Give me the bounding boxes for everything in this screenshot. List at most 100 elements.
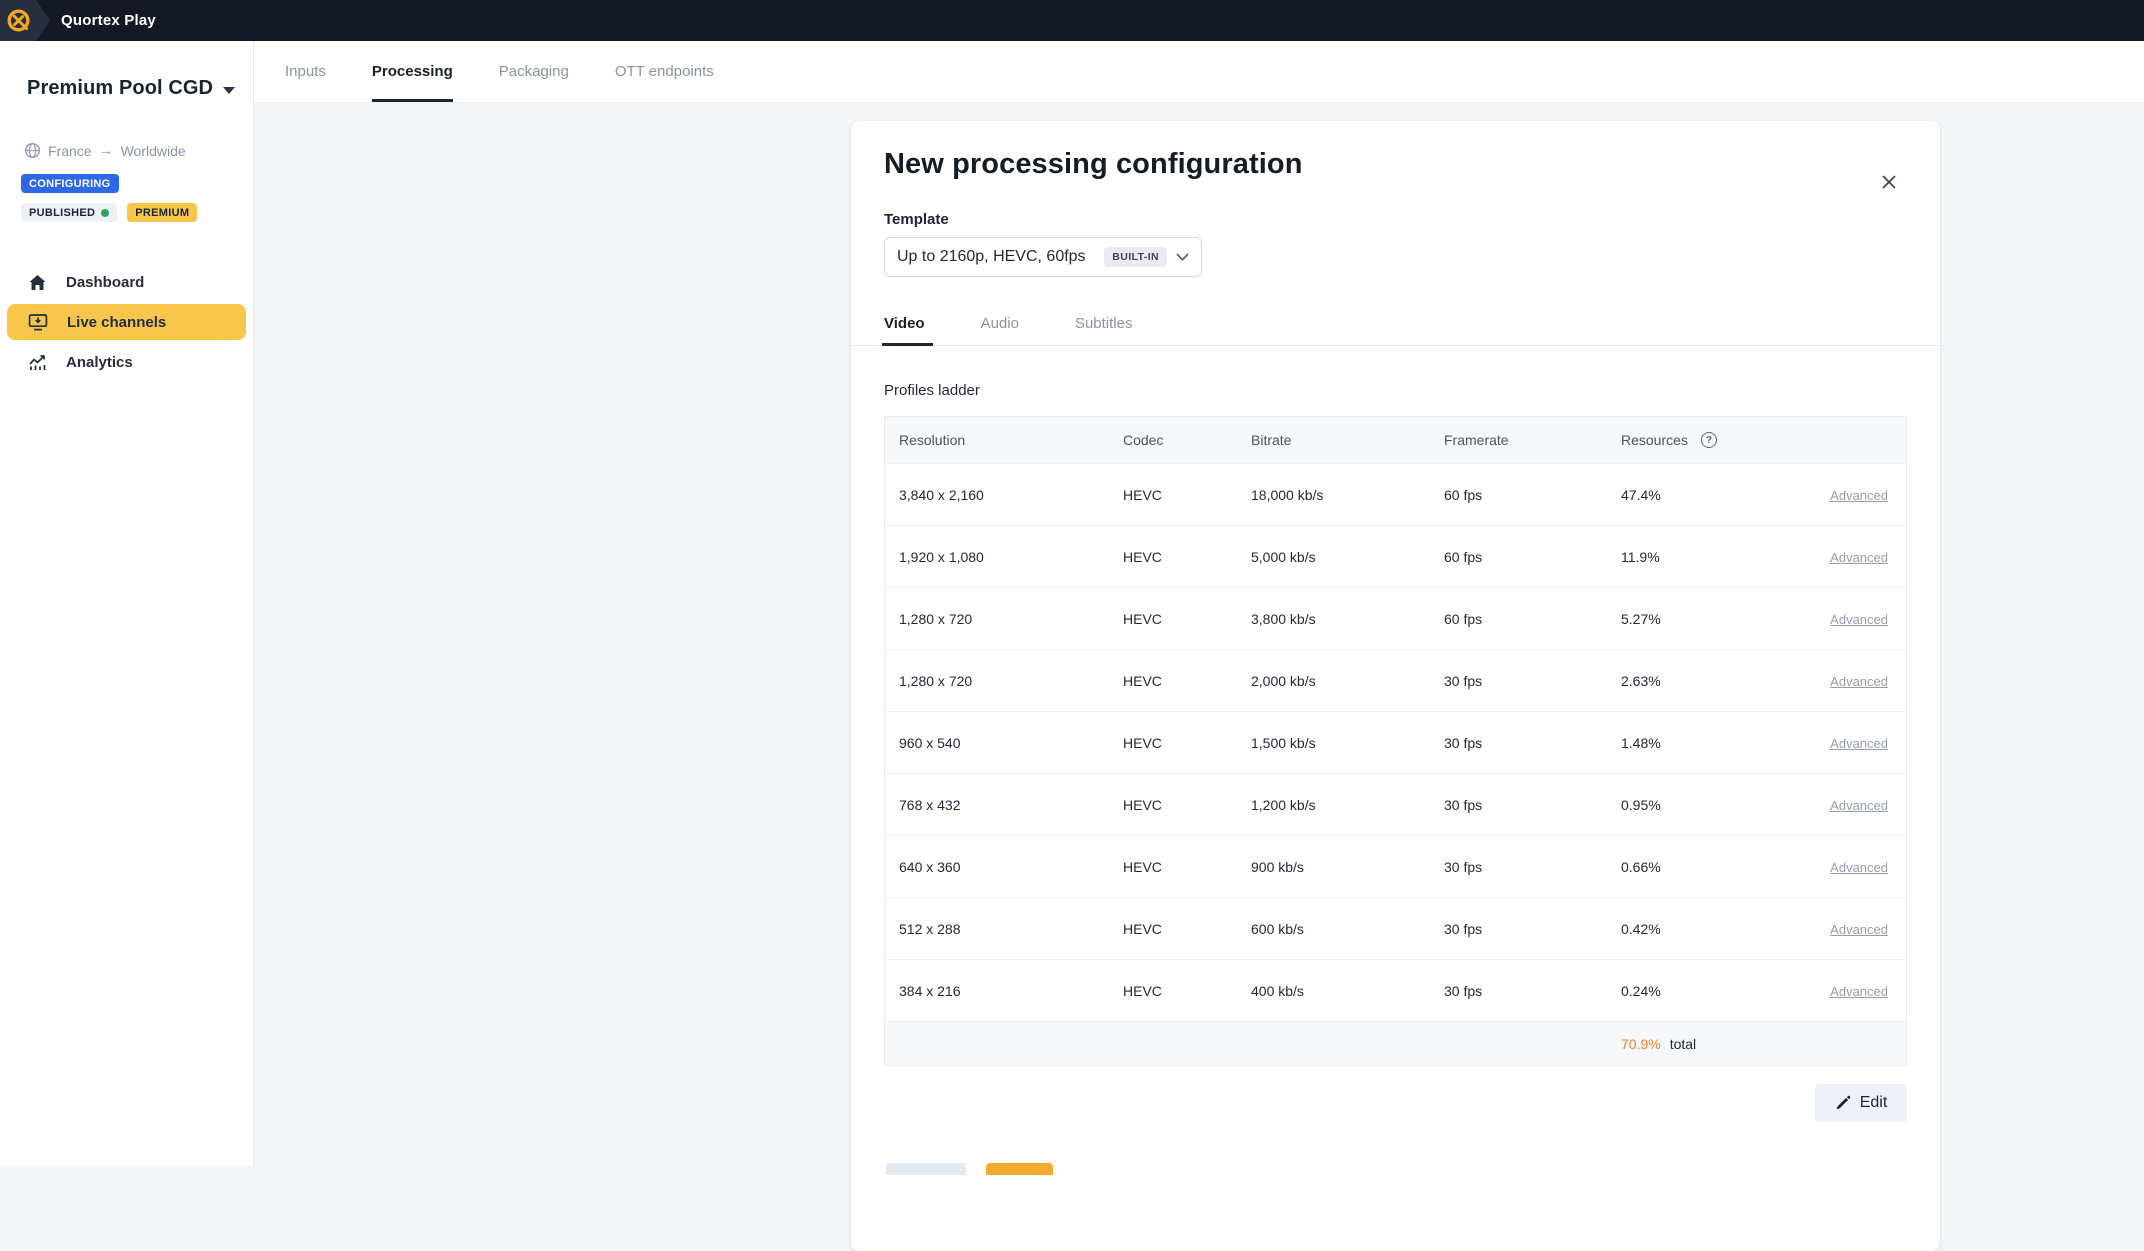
bitrate-cell: 5,000 kb/s bbox=[1251, 548, 1316, 565]
resolution-cell: 1,280 x 720 bbox=[899, 610, 973, 627]
resolution-cell: 640 x 360 bbox=[899, 858, 961, 875]
profile-row: 1,280 x 720 HEVC 3,800 kb/s 60 fps 5.27%… bbox=[885, 587, 1906, 649]
edit-button[interactable]: Edit bbox=[1815, 1084, 1907, 1122]
profiles-total-row: 70.9% total bbox=[885, 1021, 1906, 1065]
column-header-codec: Codec bbox=[1123, 432, 1164, 448]
pool-name: Premium Pool CGD bbox=[27, 77, 214, 99]
resolution-cell: 512 x 288 bbox=[899, 920, 961, 937]
pencil-icon bbox=[1836, 1095, 1850, 1110]
resources-cell: 0.66% bbox=[1621, 858, 1661, 875]
resources-cell: 47.4% bbox=[1621, 486, 1661, 503]
advanced-link[interactable]: Advanced bbox=[1830, 983, 1888, 999]
cutoff-button-secondary[interactable] bbox=[886, 1163, 966, 1175]
profile-row: 960 x 540 HEVC 1,500 kb/s 30 fps 1.48% A… bbox=[885, 711, 1906, 773]
framerate-cell: 30 fps bbox=[1444, 672, 1483, 689]
badge-published: PUBLISHED bbox=[21, 203, 118, 222]
arrow-right-icon: → bbox=[98, 142, 114, 159]
channel-tabbar: Inputs Processing Packaging OTT endpoints bbox=[254, 41, 2144, 103]
advanced-link[interactable]: Advanced bbox=[1830, 549, 1888, 565]
profiles-table: Resolution Codec Bitrate Framerate Resources… bbox=[884, 416, 1907, 1066]
region-from: France bbox=[48, 142, 92, 159]
profile-row: 640 x 360 HEVC 900 kb/s 30 fps 0.66% Adv… bbox=[885, 835, 1906, 897]
sidebar-item-live-channels[interactable]: Live channels bbox=[7, 304, 246, 340]
tab-video[interactable]: Video bbox=[882, 315, 933, 346]
profiles-table-header: Resolution Codec Bitrate Framerate Resources… bbox=[885, 417, 1906, 463]
close-icon[interactable] bbox=[1876, 169, 1902, 195]
monitor-icon bbox=[28, 313, 48, 331]
column-header-framerate: Framerate bbox=[1444, 432, 1509, 448]
sidebar-item-label: Analytics bbox=[66, 353, 133, 371]
processing-config-card: New processing configuration Template Up… bbox=[851, 121, 1940, 1251]
question-circle-icon[interactable]: ? bbox=[1700, 432, 1717, 448]
profile-row: 3,840 x 2,160 HEVC 18,000 kb/s 60 fps 47… bbox=[885, 463, 1906, 525]
advanced-link[interactable]: Advanced bbox=[1830, 921, 1888, 937]
resolution-cell: 3,840 x 2,160 bbox=[899, 486, 984, 503]
resources-cell: 5.27% bbox=[1621, 610, 1661, 627]
tab-subtitles[interactable]: Subtitles bbox=[1074, 315, 1133, 332]
profile-row: 1,280 x 720 HEVC 2,000 kb/s 30 fps 2.63%… bbox=[885, 649, 1906, 711]
codec-cell: HEVC bbox=[1123, 982, 1162, 999]
resources-cell: 0.95% bbox=[1621, 796, 1661, 813]
resources-cell: 2.63% bbox=[1621, 672, 1661, 689]
bitrate-cell: 3,800 kb/s bbox=[1251, 610, 1316, 627]
bitrate-cell: 1,500 kb/s bbox=[1251, 734, 1316, 751]
status-badges: CONFIGURING PUBLISHED PREMIUM bbox=[21, 174, 221, 222]
resolution-cell: 1,920 x 1,080 bbox=[899, 548, 984, 565]
sidebar-item-dashboard[interactable]: Dashboard bbox=[7, 264, 246, 300]
template-label: Template bbox=[884, 211, 949, 228]
resolution-cell: 384 x 216 bbox=[899, 982, 961, 999]
profile-row: 384 x 216 HEVC 400 kb/s 30 fps 0.24% Adv… bbox=[885, 959, 1906, 1021]
app-title: Quortex Play bbox=[61, 12, 156, 29]
media-tabs: Video Audio Subtitles bbox=[851, 315, 1940, 346]
chevron-down-icon bbox=[1176, 253, 1189, 262]
framerate-cell: 60 fps bbox=[1444, 548, 1483, 565]
globe-icon bbox=[24, 142, 41, 159]
chart-icon bbox=[28, 354, 47, 371]
framerate-cell: 30 fps bbox=[1444, 796, 1483, 813]
codec-cell: HEVC bbox=[1123, 672, 1162, 689]
bitrate-cell: 1,200 kb/s bbox=[1251, 796, 1316, 813]
framerate-cell: 30 fps bbox=[1444, 982, 1483, 999]
resources-cell: 0.24% bbox=[1621, 982, 1661, 999]
advanced-link[interactable]: Advanced bbox=[1830, 797, 1888, 813]
framerate-cell: 30 fps bbox=[1444, 920, 1483, 937]
bitrate-cell: 400 kb/s bbox=[1251, 982, 1304, 999]
resources-cell: 11.9% bbox=[1621, 548, 1660, 565]
home-icon bbox=[28, 274, 47, 291]
cutoff-button-primary[interactable] bbox=[986, 1163, 1053, 1175]
region-to: Worldwide bbox=[120, 142, 186, 159]
quortex-logo-icon[interactable] bbox=[0, 0, 50, 41]
resources-cell: 1.48% bbox=[1621, 734, 1661, 751]
tab-packaging[interactable]: Packaging bbox=[498, 63, 569, 80]
framerate-cell: 30 fps bbox=[1444, 858, 1483, 875]
advanced-link[interactable]: Advanced bbox=[1830, 735, 1888, 751]
total-cell: 70.9% total bbox=[1607, 1036, 1769, 1052]
quortex-logo-glyph bbox=[7, 9, 30, 32]
column-header-bitrate: Bitrate bbox=[1251, 432, 1292, 448]
tab-inputs[interactable]: Inputs bbox=[285, 63, 326, 80]
edit-button-label: Edit bbox=[1859, 1094, 1888, 1111]
modal-title: New processing configuration bbox=[884, 148, 1303, 180]
template-value: Up to 2160p, HEVC, 60fps bbox=[897, 248, 1086, 265]
tab-audio[interactable]: Audio bbox=[980, 315, 1019, 332]
template-select[interactable]: Up to 2160p, HEVC, 60fps BUILT-IN bbox=[884, 237, 1202, 277]
tab-processing[interactable]: Processing bbox=[371, 41, 453, 102]
resources-cell: 0.42% bbox=[1621, 920, 1661, 937]
tab-ott-endpoints[interactable]: OTT endpoints bbox=[614, 63, 714, 80]
codec-cell: HEVC bbox=[1123, 548, 1162, 565]
resolution-cell: 960 x 540 bbox=[899, 734, 961, 751]
advanced-link[interactable]: Advanced bbox=[1830, 611, 1888, 627]
advanced-link[interactable]: Advanced bbox=[1830, 859, 1888, 875]
sidebar-item-label: Live channels bbox=[67, 313, 167, 331]
resolution-cell: 1,280 x 720 bbox=[899, 672, 973, 689]
badge-configuring: CONFIGURING bbox=[21, 174, 119, 193]
bitrate-cell: 900 kb/s bbox=[1251, 858, 1304, 875]
advanced-link[interactable]: Advanced bbox=[1830, 673, 1888, 689]
sidebar-item-label: Dashboard bbox=[66, 273, 145, 291]
pool-selector[interactable]: Premium Pool CGD bbox=[27, 77, 253, 100]
sidebar-item-analytics[interactable]: Analytics bbox=[7, 344, 246, 380]
builtin-badge: BUILT-IN bbox=[1104, 247, 1167, 267]
framerate-cell: 60 fps bbox=[1444, 486, 1483, 503]
codec-cell: HEVC bbox=[1123, 920, 1162, 937]
advanced-link[interactable]: Advanced bbox=[1830, 487, 1888, 503]
